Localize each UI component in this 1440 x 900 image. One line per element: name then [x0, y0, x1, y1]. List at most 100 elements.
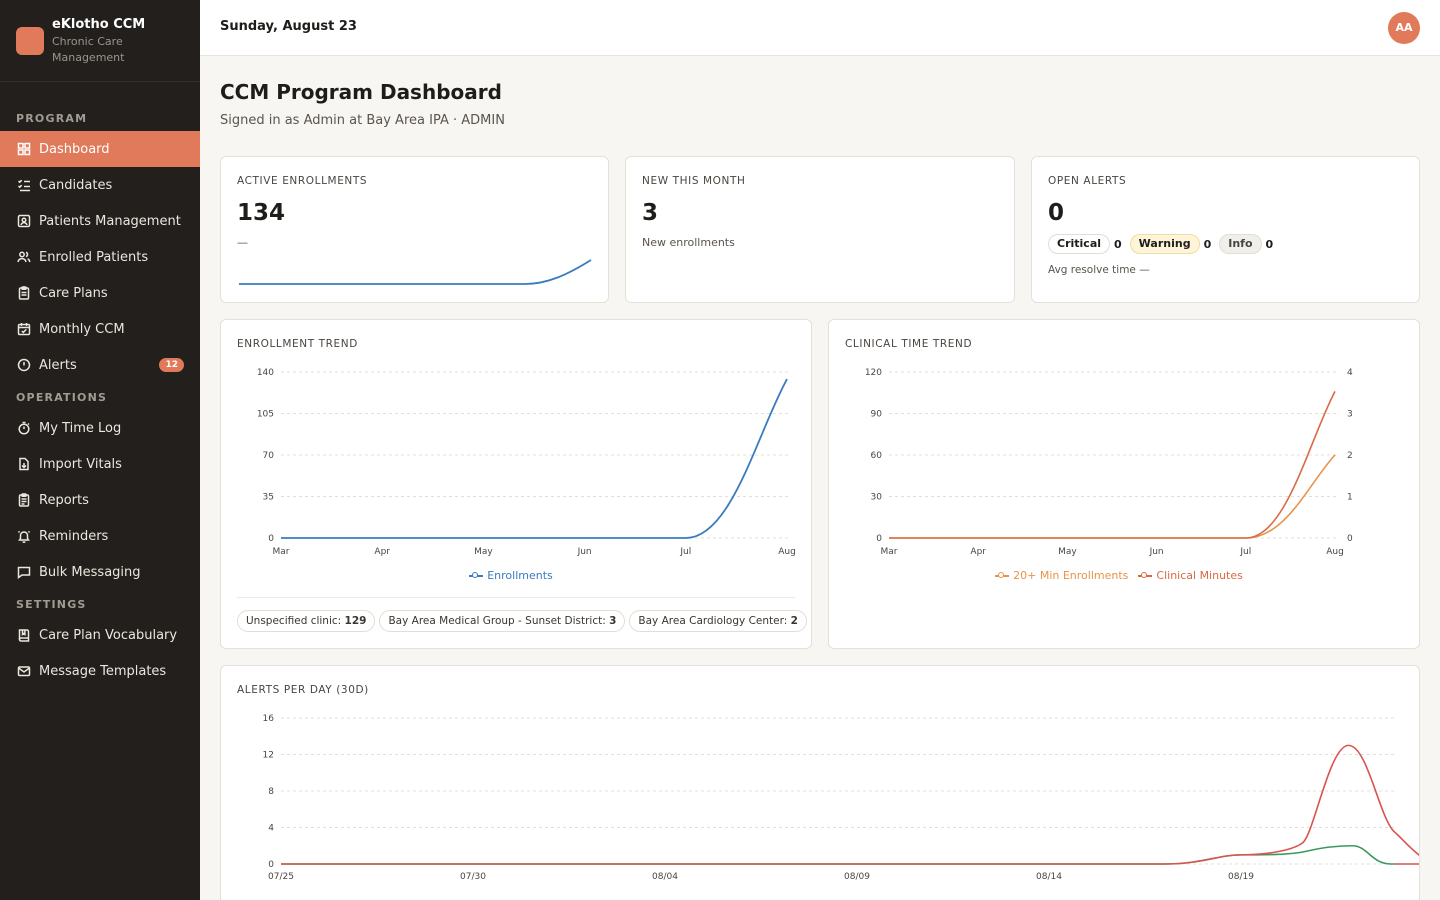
clinical-time-trend-card: CLINICAL TIME TREND 0 30 60 90 120 0 1 2 3 4 Mar Ap…: [828, 319, 1420, 649]
sidebar-item-import-vitals[interactable]: Import Vitals: [0, 446, 200, 482]
bell-ring-icon: [16, 529, 31, 544]
y-tick-label: 140: [257, 368, 274, 378]
sidebar-item-dashboard[interactable]: Dashboard: [0, 131, 200, 167]
y-tick-label: 8: [268, 787, 274, 797]
sidebar-item-bulk-messaging[interactable]: Bulk Messaging: [0, 554, 200, 590]
y-tick-label-left: 120: [865, 368, 882, 378]
kpi-sub: New enrollments: [642, 236, 735, 249]
x-tick-label: May: [1058, 547, 1077, 557]
y-tick-label: 70: [263, 451, 275, 461]
top-header: Sunday, August 23 AA: [200, 0, 1440, 56]
kpi-value: 3: [642, 200, 659, 226]
alert-severity-row: Critical 0 Warning 0 Info 0: [1048, 234, 1281, 254]
series-line-red: [281, 744, 1419, 865]
x-tick-label: Aug: [1326, 547, 1344, 557]
alerts-per-day-card: ALERTS PER DAY (30D) 0 4 8 12 16 07/25 07/30 08…: [220, 665, 1420, 900]
sidebar-item-care-plan-vocabulary[interactable]: Care Plan Vocabulary: [0, 617, 200, 653]
kpi-value: 134: [237, 200, 286, 226]
sidebar-item-reminders[interactable]: Reminders: [0, 518, 200, 554]
kpi-label: NEW THIS MONTH: [642, 175, 746, 187]
x-tick-label: Jun: [1149, 547, 1164, 557]
y-tick-label-left: 90: [871, 410, 883, 420]
clinic-chip[interactable]: Bay Area Medical Group - Sunset District…: [379, 610, 626, 632]
legend-item-enrollments[interactable]: Enrollments: [469, 569, 553, 582]
y-tick-label: 35: [263, 493, 274, 503]
sidebar-item-my-time-log[interactable]: My Time Log: [0, 410, 200, 446]
clinic-chip[interactable]: Bay Area Cardiology Center: 2: [629, 610, 807, 632]
clipboard-list-icon: [16, 493, 31, 508]
legend-item-clinical-minutes[interactable]: Clinical Minutes: [1138, 569, 1243, 582]
stopwatch-icon: [16, 421, 31, 436]
series-line-enrollments: [281, 378, 788, 539]
y-tick-label: 105: [257, 410, 274, 420]
kpi-label: OPEN ALERTS: [1048, 175, 1127, 187]
x-tick-label: Apr: [374, 547, 390, 557]
y-tick-label-left: 30: [871, 493, 883, 503]
y-tick-label-right: 1: [1347, 493, 1353, 503]
sidebar-item-label: Reminders: [39, 528, 109, 544]
legend-label: 20+ Min Enrollments: [1013, 569, 1129, 582]
brand[interactable]: eKlotho CCM Chronic Care Management: [0, 0, 200, 82]
nav-section-program: PROGRAM: [16, 112, 88, 125]
enrollment-trend-card: ENROLLMENT TREND 0 35 70 105 140 Mar Apr May Jun…: [220, 319, 812, 649]
warning-pill[interactable]: Warning: [1129, 234, 1200, 254]
sidebar-item-monthly-ccm[interactable]: Monthly CCM: [0, 311, 200, 347]
sidebar-item-label: Dashboard: [39, 141, 110, 157]
message-square-icon: [16, 565, 31, 580]
sidebar: eKlotho CCM Chronic Care Management PROG…: [0, 0, 200, 900]
alert-circle-icon: [16, 358, 31, 373]
kpi-card-open-alerts: OPEN ALERTS 0 Critical 0 Warning 0 Info …: [1031, 156, 1420, 303]
x-tick-label: Aug: [778, 547, 796, 557]
warning-count: 0: [1203, 237, 1212, 251]
sidebar-item-enrolled-patients[interactable]: Enrolled Patients: [0, 239, 200, 275]
file-import-icon: [16, 457, 31, 472]
sidebar-item-message-templates[interactable]: Message Templates: [0, 653, 200, 689]
clipboard-icon: [16, 286, 31, 301]
sparkline-line: [239, 259, 592, 285]
sidebar-item-label: Message Templates: [39, 663, 167, 679]
y-tick-label: 12: [263, 751, 274, 761]
y-tick-label-right: 0: [1347, 534, 1353, 544]
y-tick-label: 4: [268, 824, 274, 834]
y-tick-label: 0: [268, 534, 274, 544]
info-pill[interactable]: Info: [1219, 234, 1262, 254]
legend-item-20-min-enrollments[interactable]: 20+ Min Enrollments: [995, 569, 1128, 582]
sidebar-item-candidates[interactable]: Candidates: [0, 167, 200, 203]
sidebar-item-label: My Time Log: [39, 420, 122, 436]
legend-swatch: [1138, 571, 1153, 581]
critical-pill[interactable]: Critical: [1048, 234, 1111, 254]
kpi-sub: —: [237, 236, 248, 249]
y-tick-label-left: 0: [876, 534, 882, 544]
legend-label: Enrollments: [487, 569, 553, 582]
sidebar-item-label: Candidates: [39, 177, 113, 193]
x-tick-label: May: [474, 547, 493, 557]
page-title: CCM Program Dashboard: [220, 80, 502, 104]
avg-resolve-time: Avg resolve time —: [1048, 264, 1150, 276]
sidebar-item-patients-management[interactable]: Patients Management: [0, 203, 200, 239]
enrollment-legend: Enrollments: [221, 569, 811, 582]
chart-label: CLINICAL TIME TREND: [845, 338, 973, 350]
sidebar-item-alerts[interactable]: Alerts 12: [0, 347, 200, 383]
list-check-icon: [16, 178, 31, 193]
x-tick-label: 07/30: [460, 872, 486, 882]
brand-logo: [16, 27, 44, 55]
alerts-count-badge: 12: [159, 358, 184, 372]
avatar[interactable]: AA: [1388, 12, 1420, 44]
clinic-name: Unspecified clinic:: [246, 615, 342, 627]
y-tick-label-right: 2: [1347, 451, 1353, 461]
sidebar-item-label: Patients Management: [39, 213, 181, 229]
legend-swatch: [995, 571, 1010, 581]
enrollment-trend-chart: 0 35 70 105 140 Mar Apr May Jun Jul Aug: [257, 368, 796, 557]
sidebar-item-label: Reports: [39, 492, 89, 508]
sidebar-item-care-plans[interactable]: Care Plans: [0, 275, 200, 311]
grid-icon: [16, 142, 31, 157]
clinic-count: 3: [609, 615, 617, 627]
x-tick-label: 07/25: [268, 872, 294, 882]
clinic-name: Bay Area Cardiology Center:: [638, 615, 788, 627]
calendar-check-icon: [16, 322, 31, 337]
sidebar-item-reports[interactable]: Reports: [0, 482, 200, 518]
kpi-card-active-enrollments: ACTIVE ENROLLMENTS 134 —: [220, 156, 609, 303]
legend-label: Clinical Minutes: [1156, 569, 1243, 582]
clinic-chip[interactable]: Unspecified clinic: 129: [237, 610, 376, 632]
sidebar-item-label: Care Plans: [39, 285, 108, 301]
